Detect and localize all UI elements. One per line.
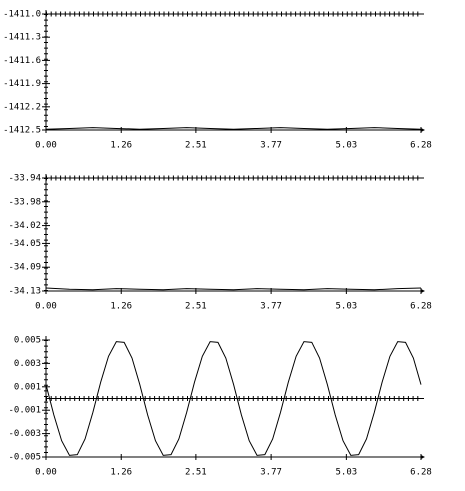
y-tick-label: -1411.3 [3, 33, 41, 43]
data-line [45, 287, 422, 291]
x-axis-arrow [421, 128, 425, 132]
x-tick-label: 5.03 [336, 141, 358, 151]
data-line [45, 341, 422, 456]
x-tick-label: 1.26 [110, 468, 132, 478]
x-tick-label: 6.28 [410, 141, 432, 151]
y-tick-label: -34.02 [8, 221, 41, 231]
x-tick-label: 3.77 [260, 468, 282, 478]
x-tick-label: 3.77 [260, 302, 282, 312]
y-tick-label: -0.003 [8, 429, 41, 439]
y-tick-label: -0.001 [8, 406, 41, 416]
y-tick-label: 0.001 [14, 382, 41, 392]
x-tick-label: 6.28 [410, 468, 432, 478]
x-tick-label: 6.28 [410, 302, 432, 312]
y-tick-label: -1412.5 [3, 126, 41, 136]
x-tick-label: 0.00 [35, 302, 57, 312]
x-tick-label: 5.03 [336, 302, 358, 312]
y-tick-label: -34.13 [8, 287, 41, 297]
y-tick-label: -1411.6 [3, 56, 41, 66]
data-line [45, 127, 422, 130]
y-tick-label: -1411.9 [3, 79, 41, 89]
x-axis-arrow [421, 455, 425, 459]
x-tick-label: 1.26 [110, 141, 132, 151]
x-tick-label: 0.00 [35, 141, 57, 151]
x-tick-label: 5.03 [336, 468, 358, 478]
x-tick-label: 2.51 [185, 141, 207, 151]
y-tick-label: -34.09 [8, 263, 41, 273]
y-tick-label: 0.005 [14, 336, 41, 346]
y-tick-label: -33.98 [8, 197, 41, 207]
y-tick-label: 0.003 [14, 359, 41, 369]
x-tick-label: 3.77 [260, 141, 282, 151]
x-axis-arrow [421, 289, 425, 293]
y-tick-label: -1412.2 [3, 102, 41, 112]
x-tick-label: 2.51 [185, 302, 207, 312]
y-tick-label: -34.05 [8, 239, 41, 249]
y-tick-label: -0.005 [8, 453, 41, 463]
x-tick-label: 0.00 [35, 468, 57, 478]
x-tick-label: 2.51 [185, 468, 207, 478]
y-tick-label: -33.94 [8, 174, 41, 184]
y-tick-label: -1411.0 [3, 10, 41, 20]
x-tick-label: 1.26 [110, 302, 132, 312]
